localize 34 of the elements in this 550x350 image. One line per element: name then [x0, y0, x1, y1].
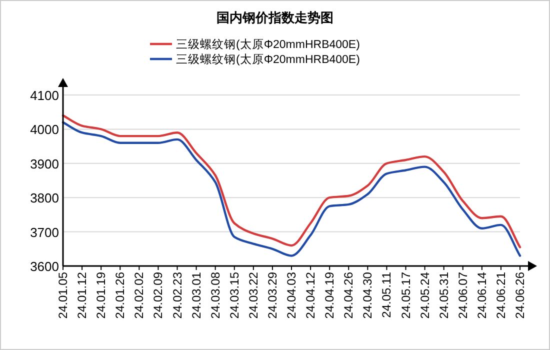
y-tick-label: 3900: [30, 156, 59, 172]
x-tick-label: 24.01.26: [113, 272, 128, 319]
x-tick-label: 24.01.12: [75, 272, 90, 319]
x-tick-label: 24.02.09: [151, 272, 166, 319]
x-tick-label: 24.01.19: [94, 272, 108, 319]
x-tick-label: 24.06.14: [474, 272, 489, 319]
y-tick-label: 4100: [30, 88, 59, 103]
chart-title: 国内钢价指数走势图: [216, 10, 334, 25]
x-tick-label: 24.05.11: [380, 272, 394, 318]
x-tick-label: 24.04.26: [342, 272, 356, 319]
x-tick-label: 24.03.01: [189, 272, 204, 319]
x-tick-label: 24.03.08: [208, 272, 222, 319]
y-tick-label: 3800: [30, 190, 59, 206]
x-tick-label: 24.02.02: [132, 272, 146, 319]
x-tick-label: 24.06.07: [456, 272, 470, 319]
x-tick-label: 24.04.30: [360, 272, 375, 319]
legend-label: 三级螺纹钢(太原Φ20mmHRB400E): [176, 38, 360, 51]
x-tick-label: 24.01.05: [56, 272, 70, 319]
x-tick-label: 24.03.15: [227, 272, 242, 319]
x-tick-label: 24.06.21: [494, 272, 508, 319]
x-tick-label: 24.04.03: [284, 272, 298, 319]
x-tick-label: 24.05.24: [418, 272, 432, 319]
x-tick-label: 24.04.19: [322, 272, 337, 319]
x-tick-label: 24.06.26: [513, 272, 527, 319]
x-tick-label: 24.05.31: [436, 272, 451, 319]
x-tick-label: 24.04.12: [304, 272, 318, 319]
y-tick-label: 4000: [30, 122, 59, 138]
x-tick-label: 24.03.22: [246, 272, 260, 319]
x-tick-label: 24.02.23: [170, 272, 184, 319]
legend-label: 三级螺纹钢(太原Φ20mmHRB400E): [176, 53, 360, 66]
x-tick-label: 24.03.29: [265, 272, 280, 319]
y-tick-label: 3600: [30, 259, 59, 274]
y-tick-label: 3700: [30, 224, 59, 240]
x-tick-label: 24.05.17: [398, 272, 413, 319]
